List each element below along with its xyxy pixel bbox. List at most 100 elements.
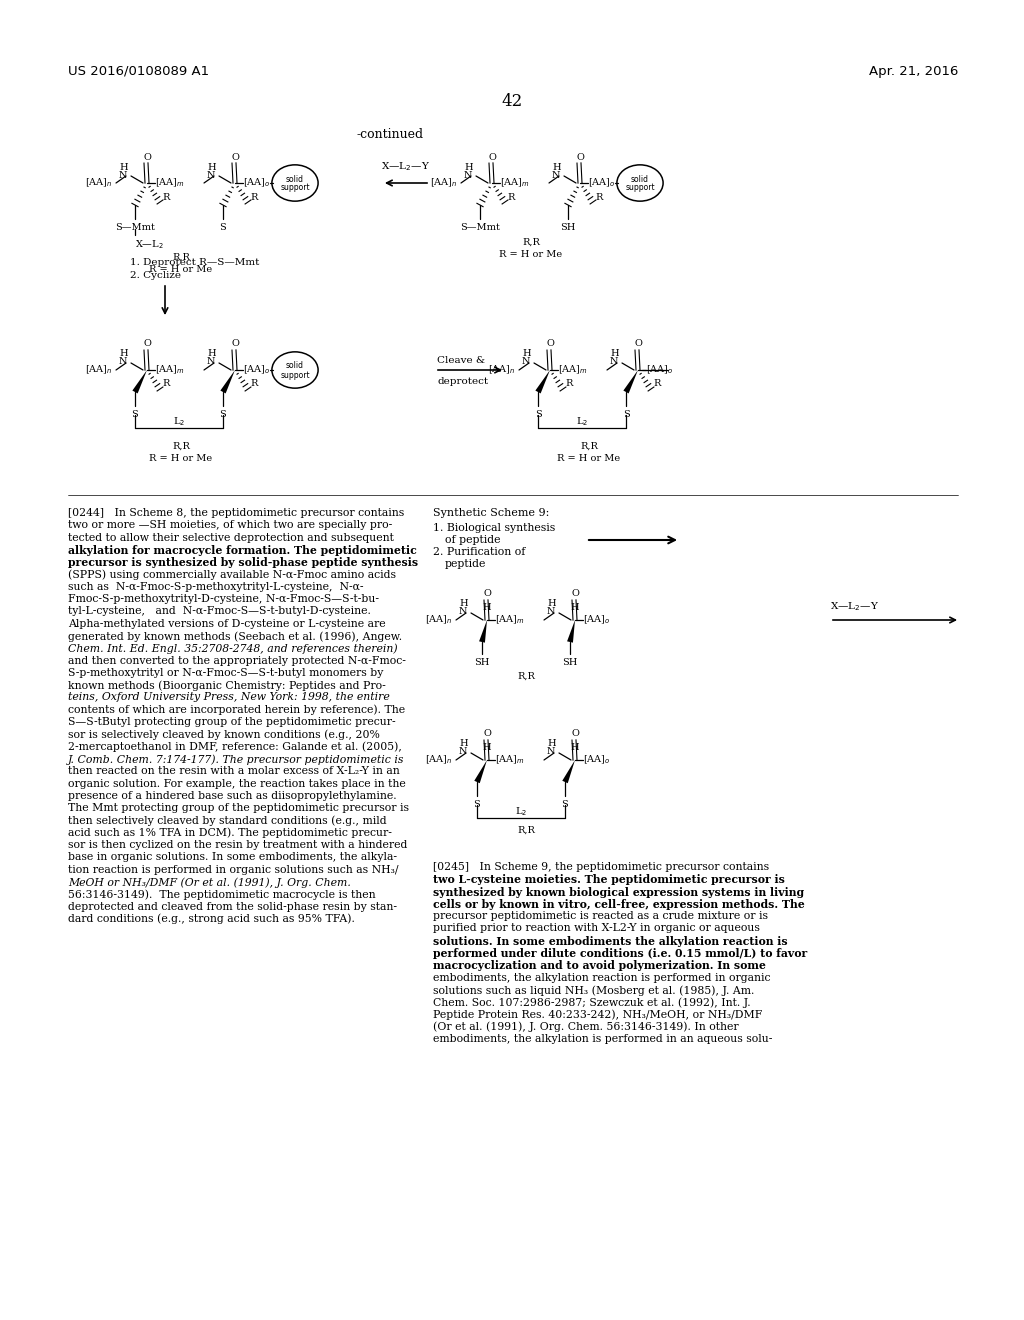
- Text: S: S: [535, 411, 542, 418]
- Text: [AA]$_o$: [AA]$_o$: [583, 614, 610, 626]
- Text: SH: SH: [560, 223, 575, 232]
- Text: R = H or Me: R = H or Me: [500, 249, 562, 259]
- Text: and then converted to the appropriately protected N-α-Fmoc-: and then converted to the appropriately …: [68, 656, 406, 665]
- Polygon shape: [479, 620, 487, 643]
- Text: (Or et al. (1991), J. Org. Chem. 56:3146-3149). In other: (Or et al. (1991), J. Org. Chem. 56:3146…: [433, 1022, 738, 1032]
- Text: [AA]$_m$: [AA]$_m$: [155, 177, 185, 189]
- Polygon shape: [567, 620, 575, 643]
- Text: O: O: [483, 590, 490, 598]
- Text: N: N: [464, 170, 472, 180]
- Text: S—Mmt: S—Mmt: [460, 223, 500, 232]
- Text: SH: SH: [474, 657, 489, 667]
- Text: [AA]$_o$: [AA]$_o$: [588, 177, 615, 189]
- Text: solid: solid: [286, 174, 304, 183]
- Text: (SPPS) using commercially available N-α-Fmoc amino acids: (SPPS) using commercially available N-α-…: [68, 569, 396, 579]
- Polygon shape: [132, 370, 147, 393]
- Text: L$_2$: L$_2$: [173, 416, 185, 428]
- Text: X—L$_2$: X—L$_2$: [135, 238, 164, 251]
- Text: Chem. Soc. 107:2986-2987; Szewczuk et al. (1992), Int. J.: Chem. Soc. 107:2986-2987; Szewczuk et al…: [433, 998, 751, 1008]
- Text: cells or by known in vitro, cell-free, expression methods. The: cells or by known in vitro, cell-free, e…: [433, 899, 805, 909]
- Text: US 2016/0108089 A1: US 2016/0108089 A1: [68, 65, 209, 78]
- Text: purified prior to reaction with X-L2-Y in organic or aqueous: purified prior to reaction with X-L2-Y i…: [433, 924, 760, 933]
- Text: R = H or Me: R = H or Me: [557, 454, 621, 463]
- Text: H: H: [465, 162, 473, 172]
- Text: [AA]$_o$: [AA]$_o$: [646, 364, 674, 376]
- Text: R,R: R,R: [522, 238, 540, 247]
- Text: solid: solid: [631, 174, 649, 183]
- Text: two or more —SH moieties, of which two are specially pro-: two or more —SH moieties, of which two a…: [68, 520, 392, 531]
- Text: O: O: [546, 339, 554, 348]
- Text: such as  N-α-Fmoc-S-p-methoxytrityl-L-cysteine,  N-α-: such as N-α-Fmoc-S-p-methoxytrityl-L-cys…: [68, 582, 364, 591]
- Text: H: H: [208, 162, 216, 172]
- Text: performed under dilute conditions (i.e. 0.15 mmol/L) to favor: performed under dilute conditions (i.e. …: [433, 948, 807, 960]
- Text: R,R: R,R: [580, 442, 598, 451]
- Text: 2-mercaptoethanol in DMF, reference: Galande et al. (2005),: 2-mercaptoethanol in DMF, reference: Gal…: [68, 742, 401, 752]
- Text: Alpha-methylated versions of D-cysteine or L-cysteine are: Alpha-methylated versions of D-cysteine …: [68, 619, 386, 628]
- Text: solid: solid: [286, 362, 304, 371]
- Text: N: N: [119, 170, 127, 180]
- Text: synthesized by known biological expression systems in living: synthesized by known biological expressi…: [433, 887, 804, 898]
- Text: solutions. In some embodiments the alkylation reaction is: solutions. In some embodiments the alkyl…: [433, 936, 787, 946]
- Text: [AA]$_m$: [AA]$_m$: [155, 364, 185, 376]
- Text: R,R: R,R: [517, 826, 535, 836]
- Text: [AA]$_m$: [AA]$_m$: [495, 614, 525, 626]
- Text: S—S-tButyl protecting group of the peptidomimetic precur-: S—S-tButyl protecting group of the pepti…: [68, 717, 395, 727]
- Text: precursor is synthesized by solid-phase peptide synthesis: precursor is synthesized by solid-phase …: [68, 557, 418, 568]
- Polygon shape: [474, 760, 487, 783]
- Text: contents of which are incorporated herein by reference). The: contents of which are incorporated herei…: [68, 705, 406, 715]
- Text: N: N: [119, 358, 127, 367]
- Text: sor is then cyclized on the resin by treatment with a hindered: sor is then cyclized on the resin by tre…: [68, 840, 408, 850]
- Text: 56:3146-3149).  The peptidomimetic macrocycle is then: 56:3146-3149). The peptidomimetic macroc…: [68, 890, 376, 900]
- Text: L$_2$: L$_2$: [515, 805, 527, 818]
- Text: [0245]   In Scheme 9, the peptidomimetic precursor contains: [0245] In Scheme 9, the peptidomimetic p…: [433, 862, 769, 873]
- Text: R = H or Me: R = H or Me: [150, 454, 213, 463]
- Text: R: R: [507, 193, 514, 202]
- Text: S—Mmt: S—Mmt: [115, 223, 155, 232]
- Text: Cleave &: Cleave &: [437, 356, 485, 366]
- Text: O: O: [577, 153, 584, 161]
- Text: then reacted on the resin with a molar excess of X-L₂-Y in an: then reacted on the resin with a molar e…: [68, 767, 399, 776]
- Text: R: R: [250, 193, 257, 202]
- Text: SH: SH: [562, 657, 578, 667]
- Text: R: R: [565, 380, 572, 388]
- Text: O: O: [231, 339, 239, 348]
- Polygon shape: [220, 370, 234, 393]
- Text: [AA]$_n$: [AA]$_n$: [85, 364, 113, 376]
- Text: N: N: [207, 358, 215, 367]
- Text: H: H: [120, 162, 128, 172]
- Text: N: N: [459, 747, 467, 756]
- Text: N: N: [609, 358, 618, 367]
- Text: H: H: [522, 350, 531, 359]
- Text: acid such as 1% TFA in DCM). The peptidomimetic precur-: acid such as 1% TFA in DCM). The peptido…: [68, 828, 392, 838]
- Text: N: N: [459, 607, 467, 616]
- Polygon shape: [624, 370, 638, 393]
- Text: R: R: [162, 380, 169, 388]
- Text: S-p-methoxytrityl or N-α-Fmoc-S—S-t-butyl monomers by: S-p-methoxytrityl or N-α-Fmoc-S—S-t-buty…: [68, 668, 383, 678]
- Text: base in organic solutions. In some embodiments, the alkyla-: base in organic solutions. In some embod…: [68, 853, 397, 862]
- Text: MeOH or NH₃/DMF (Or et al. (1991), J. Org. Chem.: MeOH or NH₃/DMF (Or et al. (1991), J. Or…: [68, 876, 351, 887]
- Text: then selectively cleaved by standard conditions (e.g., mild: then selectively cleaved by standard con…: [68, 816, 387, 826]
- Text: S: S: [219, 223, 226, 232]
- Text: [AA]$_m$: [AA]$_m$: [558, 364, 588, 376]
- Text: R: R: [595, 193, 602, 202]
- Text: precursor peptidomimetic is reacted as a crude mixture or is: precursor peptidomimetic is reacted as a…: [433, 911, 768, 921]
- Text: [AA]$_o$: [AA]$_o$: [583, 754, 610, 767]
- Text: Chem. Int. Ed. Engl. 35:2708-2748, and references therein): Chem. Int. Ed. Engl. 35:2708-2748, and r…: [68, 643, 397, 653]
- Text: macrocyclization and to avoid polymerization. In some: macrocyclization and to avoid polymeriza…: [433, 961, 766, 972]
- Text: Synthetic Scheme 9:: Synthetic Scheme 9:: [433, 508, 549, 517]
- Text: N: N: [522, 358, 530, 367]
- Text: N: N: [207, 170, 215, 180]
- Text: The Mmt protecting group of the peptidomimetic precursor is: The Mmt protecting group of the peptidom…: [68, 803, 409, 813]
- Text: O: O: [488, 153, 496, 161]
- Text: O: O: [483, 730, 490, 738]
- Text: O: O: [231, 153, 239, 161]
- Text: H: H: [120, 350, 128, 359]
- Text: of peptide: of peptide: [445, 535, 501, 545]
- Text: R,R: R,R: [172, 442, 189, 451]
- Text: peptide: peptide: [445, 558, 486, 569]
- Text: generated by known methods (Seebach et al. (1996), Angew.: generated by known methods (Seebach et a…: [68, 631, 402, 642]
- Text: H: H: [482, 743, 492, 752]
- Text: Peptide Protein Res. 40:233-242), NH₃/MeOH, or NH₃/DMF: Peptide Protein Res. 40:233-242), NH₃/Me…: [433, 1010, 763, 1020]
- Text: H: H: [460, 599, 468, 609]
- Text: [AA]$_n$: [AA]$_n$: [488, 364, 516, 376]
